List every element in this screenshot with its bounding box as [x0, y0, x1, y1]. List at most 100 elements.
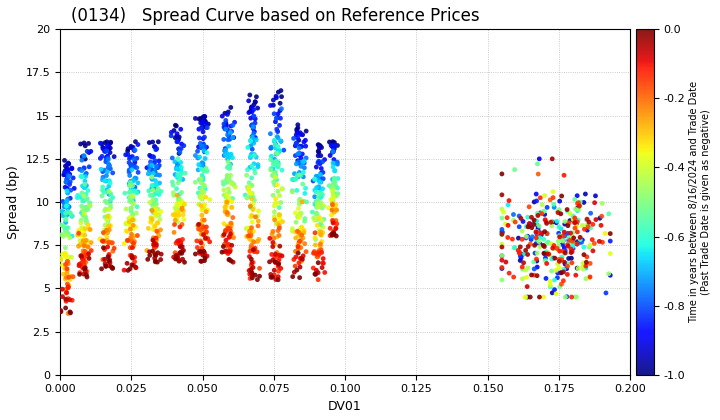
Point	[572, 265, 583, 271]
Point	[175, 171, 186, 178]
Point	[199, 255, 211, 262]
Point	[60, 163, 71, 169]
Point	[328, 163, 339, 170]
Point	[126, 238, 138, 245]
Point	[105, 139, 117, 146]
Point	[130, 223, 141, 230]
Point	[275, 138, 287, 144]
Point	[316, 238, 328, 245]
Point	[148, 203, 160, 210]
Point	[130, 210, 142, 216]
Point	[103, 163, 114, 170]
Point	[58, 209, 69, 215]
Point	[496, 231, 508, 238]
Point	[197, 113, 209, 120]
Point	[548, 242, 559, 249]
Point	[80, 173, 91, 180]
Point	[293, 232, 305, 239]
Point	[220, 117, 232, 124]
Point	[178, 207, 189, 214]
Point	[290, 229, 302, 236]
Point	[171, 253, 183, 260]
Point	[547, 188, 559, 195]
Point	[60, 203, 72, 210]
Point	[125, 226, 136, 232]
Point	[125, 161, 136, 168]
Point	[60, 210, 71, 217]
Point	[246, 182, 258, 189]
Point	[536, 201, 548, 208]
Point	[327, 202, 338, 208]
Point	[509, 244, 521, 251]
Point	[174, 241, 185, 248]
Point	[222, 136, 234, 143]
Point	[103, 183, 114, 189]
Point	[62, 281, 73, 287]
Point	[84, 149, 95, 156]
Point	[145, 215, 157, 222]
Point	[241, 194, 253, 201]
Point	[571, 294, 582, 300]
Point	[522, 251, 534, 258]
Point	[269, 110, 280, 117]
Point	[300, 185, 311, 192]
Point	[557, 241, 568, 248]
Point	[224, 165, 235, 171]
Point	[175, 126, 186, 133]
Point	[559, 249, 571, 256]
Point	[124, 172, 135, 179]
Point	[125, 179, 136, 186]
Point	[225, 234, 237, 240]
Point	[84, 200, 96, 206]
Point	[252, 161, 264, 168]
Point	[58, 204, 70, 210]
Point	[61, 165, 73, 172]
Point	[597, 239, 608, 246]
Point	[290, 234, 302, 241]
Point	[199, 113, 210, 120]
Point	[194, 221, 206, 228]
Point	[63, 274, 74, 281]
Point	[222, 211, 234, 218]
Point	[147, 237, 158, 244]
Point	[543, 251, 554, 257]
Point	[540, 255, 552, 261]
Point	[315, 231, 326, 238]
Point	[287, 228, 298, 235]
Point	[197, 219, 208, 226]
Point	[245, 142, 256, 149]
Point	[193, 126, 204, 133]
Point	[313, 203, 325, 210]
Point	[76, 210, 87, 216]
Point	[174, 149, 186, 155]
Point	[127, 216, 138, 223]
Point	[567, 238, 579, 245]
Point	[245, 137, 256, 144]
Point	[81, 274, 93, 281]
Point	[539, 257, 551, 264]
Point	[100, 262, 112, 269]
Point	[547, 194, 559, 201]
Point	[325, 212, 337, 218]
Point	[577, 260, 589, 266]
Point	[513, 247, 524, 254]
Point	[57, 286, 68, 293]
Point	[189, 152, 201, 159]
Point	[521, 283, 533, 290]
Point	[577, 222, 588, 229]
Point	[77, 226, 89, 233]
Point	[174, 208, 186, 215]
Point	[269, 202, 280, 209]
Point	[292, 173, 303, 179]
Point	[98, 229, 109, 236]
Point	[292, 125, 304, 131]
Point	[120, 152, 132, 158]
Point	[175, 242, 186, 249]
Point	[101, 147, 112, 154]
Point	[312, 269, 324, 276]
Point	[83, 140, 94, 147]
Point	[58, 271, 69, 278]
Point	[273, 258, 284, 265]
Point	[60, 298, 72, 304]
Point	[557, 248, 569, 255]
